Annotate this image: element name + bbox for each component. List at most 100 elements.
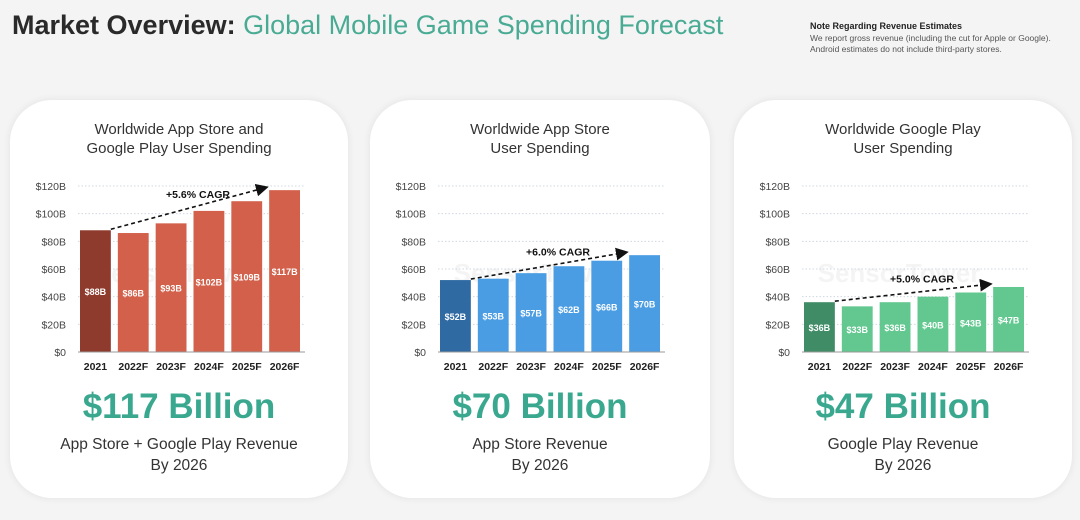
cagr-arrow [110,183,269,231]
title-bold: Market Overview: [12,10,236,40]
bar-2025F [955,292,987,352]
card-title-line-2: Google Play User Spending [86,140,272,157]
chart-app-store: SensorTower$0$20B$40B$60B$80B$100B$120B$… [396,181,665,373]
y-tick-label: $20B [41,319,66,331]
y-tick-label: $0 [778,347,790,359]
card-title-line-1: Worldwide App Store [470,121,610,138]
bar-2024F [553,266,585,352]
x-tick-label: 2025F [592,361,622,373]
headline-value: $70 Billion [452,387,628,426]
x-tick-label: 2022F [842,361,872,373]
y-tick-label: $0 [414,347,426,359]
data-label: $70B [634,300,656,310]
bar-2021 [440,280,471,352]
cagr-label: +6.0% CAGR [526,247,590,259]
x-tick-label: 2021 [444,361,468,373]
card-google-play: Worldwide Google Play User Spending Sens… [734,100,1072,498]
x-tick-label: 2023F [880,361,910,373]
caption-line-1: App Store + Google Play Revenue [60,436,298,453]
y-tick-label: $120B [760,181,790,193]
y-tick-label: $100B [396,209,426,221]
card-title: Worldwide App Store User Spending [370,120,710,158]
data-label: $52B [445,312,467,322]
note-line-1: We report gross revenue (including the c… [810,32,1051,43]
caption-line-2: By 2026 [511,457,569,474]
bar-2023F [879,302,911,352]
cagr-label: +5.6% CAGR [166,189,230,201]
headline-value: $47 Billion [815,387,991,426]
bar-2022F [117,233,149,352]
caption-line-2: By 2026 [150,457,208,474]
y-tick-label: $40B [401,292,426,304]
x-tick-label: 2022F [478,361,508,373]
title-subtitle: Global Mobile Game Spending Forecast [243,10,724,40]
bar-2022F [841,306,873,352]
y-tick-label: $80B [41,236,66,248]
cagr-label: +5.0% CAGR [890,274,954,286]
bar-2024F [917,296,949,352]
x-tick-label: 2026F [270,361,300,373]
card-title-line-1: Worldwide Google Play [825,121,981,138]
bar-2023F [155,223,187,352]
cagr-arrow [834,278,993,302]
data-label: $40B [922,320,944,330]
y-tick-label: $20B [401,319,426,331]
caption-line-1: Google Play Revenue [827,436,979,453]
data-label: $93B [160,284,182,294]
bar-2025F [231,201,263,352]
y-tick-label: $40B [41,292,66,304]
data-label: $33B [846,325,868,335]
x-tick-label: 2025F [956,361,986,373]
y-tick-label: $100B [36,209,66,221]
cagr-arrow [470,247,629,280]
x-tick-label: 2021 [808,361,832,373]
x-tick-label: 2024F [554,361,584,373]
data-label: $88B [85,287,107,297]
card-title-line-2: User Spending [490,140,590,157]
bar-2025F [591,260,623,352]
x-tick-label: 2022F [118,361,148,373]
data-label: $102B [196,277,223,287]
data-label: $57B [520,309,542,319]
data-label: $36B [809,323,831,333]
bar-2026F [993,286,1024,352]
y-tick-label: $120B [36,181,66,193]
note-heading: Note Regarding Revenue Estimates [810,21,963,31]
bar-2021 [804,302,835,352]
data-label: $36B [884,323,906,333]
data-label: $53B [482,311,504,321]
x-tick-label: 2024F [194,361,224,373]
revenue-note: Note Regarding Revenue Estimates We repo… [810,21,1051,56]
headline-value: $117 Billion [82,387,276,426]
y-tick-label: $100B [760,209,790,221]
x-tick-label: 2024F [918,361,948,373]
x-tick-label: 2026F [630,361,660,373]
card-title-line-1: Worldwide App Store and [94,121,264,138]
data-label: $117B [272,267,299,277]
caption-line-2: By 2026 [874,457,932,474]
y-tick-label: $60B [765,264,790,276]
x-tick-label: 2026F [994,361,1024,373]
x-tick-label: 2023F [516,361,546,373]
note-line-2: Android estimates do not include third-p… [810,44,1002,54]
y-tick-label: $60B [41,264,66,276]
data-label: $62B [558,305,580,315]
caption-line-1: App Store Revenue [472,436,608,453]
data-label: $43B [960,318,982,328]
chart-google-play: SensorTower $0 $20B $40B $60B $80B $100B $120B $… [760,181,1029,373]
data-label: $86B [122,289,144,299]
y-tick-label: $80B [401,236,426,248]
bar-2022F [477,278,509,352]
data-label: $47B [998,315,1020,325]
y-tick-label: $0 [54,347,66,359]
card-app-store: Worldwide App Store User Spending Sensor… [370,100,710,498]
x-tick-label: 2021 [84,361,108,373]
card-title: Worldwide Google Play User Spending [734,120,1072,158]
card-total-spending: Worldwide App Store and Google Play User… [10,100,348,498]
headline-caption: App Store + Google Play Revenue By 2026 [10,434,348,476]
y-tick-label: $80B [765,236,790,248]
headline-caption: Google Play Revenue By 2026 [734,434,1072,476]
card-title-line-2: User Spending [853,140,953,157]
data-label: $66B [596,302,618,312]
data-label: $109B [233,273,260,283]
